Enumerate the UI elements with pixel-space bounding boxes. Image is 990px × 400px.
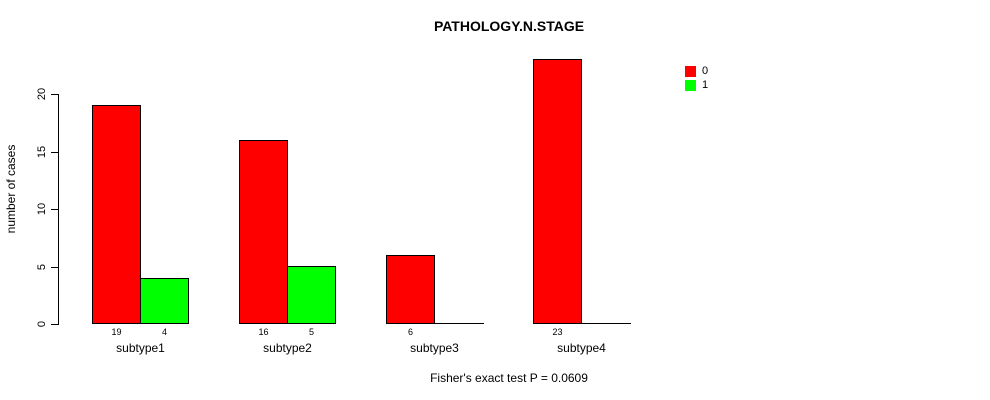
y-axis-tick-label: 5 xyxy=(36,263,48,270)
bar-zero-subtype3 xyxy=(434,323,484,324)
bar-red-subtype4 xyxy=(533,59,582,324)
legend-label: 0 xyxy=(702,65,709,77)
y-axis-line xyxy=(58,94,59,325)
x-axis-category-label: subtype4 xyxy=(557,341,606,355)
legend-label: 1 xyxy=(702,79,709,91)
bar-value-label: 4 xyxy=(161,327,168,337)
bar-red-subtype3 xyxy=(386,255,435,324)
bar-value-label: 23 xyxy=(552,327,563,337)
y-axis-tick xyxy=(51,324,58,325)
bar-value-label: 16 xyxy=(258,327,269,337)
bar-green-subtype2 xyxy=(287,266,336,324)
x-axis-category-label: subtype2 xyxy=(263,341,312,355)
bar-value-label: 5 xyxy=(308,327,315,337)
y-axis-tick-label: 20 xyxy=(36,87,48,101)
bar-value-label: 19 xyxy=(111,327,122,337)
y-axis-tick xyxy=(51,209,58,210)
bar-value-label: 6 xyxy=(407,327,414,337)
chart-title: PATHOLOGY.N.STAGE xyxy=(433,18,585,34)
bar-red-subtype2 xyxy=(239,140,288,324)
legend-item-0: 0 xyxy=(685,65,708,78)
y-axis-tick xyxy=(51,94,58,95)
annotation-text: Fisher's exact test P = 0.0609 xyxy=(430,371,588,385)
bar-zero-subtype4 xyxy=(581,323,631,324)
x-axis-category-label: subtype1 xyxy=(116,341,165,355)
y-axis-tick xyxy=(51,266,58,268)
legend-item-1: 1 xyxy=(685,79,708,92)
bar-green-subtype1 xyxy=(140,278,189,324)
x-axis-category-label: subtype3 xyxy=(410,341,459,355)
bar-red-subtype1 xyxy=(92,105,141,324)
y-axis-tick-label: 10 xyxy=(36,202,48,216)
y-axis-tick-label: 15 xyxy=(36,145,48,158)
y-axis-tick-label: 0 xyxy=(36,320,48,328)
legend-swatch-icon xyxy=(685,66,696,77)
y-axis-tick xyxy=(51,151,58,153)
legend-swatch-icon xyxy=(685,80,696,91)
